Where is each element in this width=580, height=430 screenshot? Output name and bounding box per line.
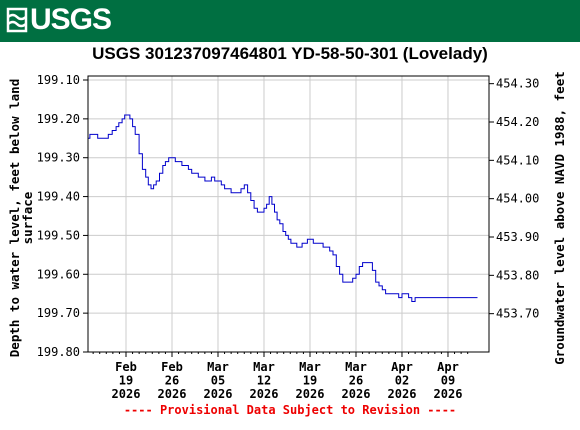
water-level-line: [87, 114, 478, 302]
y2-tick-label: 454.30: [496, 77, 539, 91]
y-tick-label: 199.80: [37, 345, 80, 359]
water-level-series: [87, 114, 478, 302]
x-tick-label: 09: [441, 374, 455, 388]
x-tick-label: Mar: [345, 360, 367, 374]
y-tick-label: 199.10: [37, 73, 80, 87]
x-tick-label: 2026: [388, 387, 417, 401]
x-tick-label: 2026: [296, 387, 325, 401]
x-tick-label: Apr: [391, 360, 413, 374]
y2-tick-label: 454.00: [496, 192, 539, 206]
y2-axis-ticks: 454.30 454.20 454.10 454.00 453.90 453.80 453.…: [489, 77, 539, 321]
y-tick-label: 199.20: [37, 112, 80, 126]
provisional-notice: ---- Provisional Data Subject to Revisio…: [123, 403, 457, 417]
x-tick-label: 12: [257, 374, 271, 388]
y-axis-ticks: 199.10 199.20 199.30 199.40 199.50 199.60 199.…: [37, 73, 88, 359]
x-tick-label: 2026: [250, 387, 279, 401]
y2-tick-label: 453.70: [496, 307, 539, 321]
usgs-logo-text: USGS: [30, 3, 112, 36]
x-tick-label: Mar: [253, 360, 275, 374]
grid-lines: [88, 76, 489, 352]
usgs-wave-icon: [6, 7, 28, 33]
x-tick-label: 05: [211, 374, 225, 388]
x-tick-label: 2026: [204, 387, 233, 401]
y-tick-label: 199.70: [37, 306, 80, 320]
x-tick-label: 26: [349, 374, 363, 388]
x-tick-label: 26: [165, 374, 179, 388]
usgs-logo[interactable]: USGS: [6, 3, 112, 36]
x-tick-label: 2026: [112, 387, 141, 401]
y2-tick-label: 453.90: [496, 230, 539, 244]
y-tick-label: 199.40: [37, 190, 80, 204]
y2-tick-label: 454.20: [496, 115, 539, 129]
x-tick-label: 2026: [434, 387, 463, 401]
y2-tick-label: 454.10: [496, 153, 539, 167]
x-tick-label: 02: [395, 374, 409, 388]
usgs-banner: USGS: [0, 0, 580, 42]
y2-tick-label: 453.80: [496, 268, 539, 282]
y-tick-label: 199.50: [37, 228, 80, 242]
x-tick-label: Feb: [115, 360, 137, 374]
x-tick-label: Mar: [299, 360, 321, 374]
y-axis-label-line1: Depth to water level, feet below land: [7, 79, 22, 357]
x-tick-label: 2026: [158, 387, 187, 401]
y-tick-label: 199.60: [37, 267, 80, 281]
x-tick-label: Feb: [161, 360, 183, 374]
plot-frame: [87, 75, 490, 353]
x-tick-label: 2026: [342, 387, 371, 401]
y-axis-label-line2: surface: [20, 191, 35, 244]
x-tick-label: Mar: [207, 360, 229, 374]
y-tick-label: 199.30: [37, 151, 80, 165]
x-axis-ticks: Feb192026Feb262026Mar052026Mar122026Mar1…: [92, 352, 469, 401]
x-tick-label: 19: [303, 374, 317, 388]
chart-title: USGS 301237097464801 YD-58-50-301 (Lovel…: [92, 44, 488, 63]
x-tick-label: Apr: [437, 360, 459, 374]
y2-axis-label: Groundwater level above NAVD 1988, feet: [552, 71, 567, 365]
x-tick-label: 19: [119, 374, 133, 388]
